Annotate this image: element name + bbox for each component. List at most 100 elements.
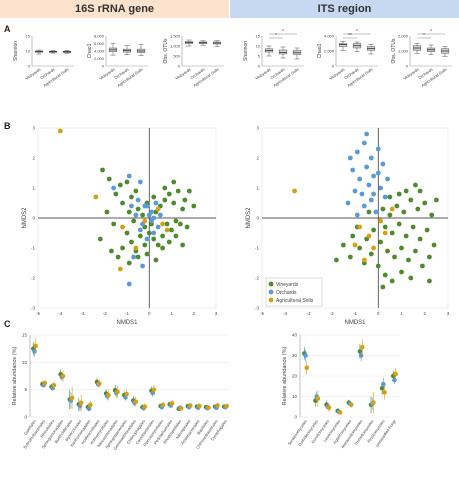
x-tick-label: 1 bbox=[400, 311, 403, 316]
data-point bbox=[415, 206, 421, 212]
data-point bbox=[146, 230, 152, 236]
y-tick-label: 0 bbox=[406, 64, 409, 69]
x-tick-label: 0 bbox=[148, 311, 151, 316]
x-tick-label: Vineyards bbox=[402, 67, 419, 81]
data-point bbox=[399, 245, 404, 251]
x-tick-label: 1 bbox=[170, 311, 173, 316]
y-tick-label: -3 bbox=[255, 306, 259, 311]
data-point bbox=[42, 380, 48, 386]
data-point bbox=[140, 212, 145, 218]
data-point bbox=[93, 194, 99, 200]
x-tick-label: Vineyards bbox=[328, 67, 345, 81]
data-point bbox=[392, 377, 397, 383]
y-axis-label: Relative abundance (%) bbox=[282, 346, 288, 405]
data-point bbox=[162, 185, 168, 191]
data-point bbox=[347, 155, 353, 161]
data-point bbox=[361, 140, 367, 146]
data-point bbox=[164, 227, 170, 233]
data-point bbox=[160, 233, 166, 239]
data-point bbox=[375, 263, 381, 269]
data-point bbox=[380, 284, 386, 290]
x-tick-label: -5 bbox=[260, 311, 264, 316]
data-point bbox=[155, 206, 161, 212]
y-tick-label: 2 bbox=[256, 156, 259, 161]
data-point bbox=[69, 395, 75, 401]
data-point bbox=[137, 179, 143, 185]
y-tick-label: 2,000 bbox=[94, 56, 105, 61]
x-tick-label: 3 bbox=[447, 311, 450, 316]
data-point bbox=[337, 410, 343, 415]
data-point bbox=[115, 254, 121, 260]
data-point bbox=[385, 248, 390, 254]
data-point bbox=[169, 227, 174, 233]
data-point bbox=[160, 245, 166, 251]
x-tick-label: 2 bbox=[192, 311, 195, 316]
y-axis-label: Chao1 bbox=[317, 43, 323, 58]
data-point bbox=[366, 182, 372, 188]
data-point bbox=[169, 401, 175, 406]
data-point bbox=[303, 353, 308, 358]
data-point bbox=[408, 197, 414, 203]
x-tick-label: 0 bbox=[377, 311, 380, 316]
header-16s: 16S rRNA gene bbox=[0, 0, 229, 18]
data-point bbox=[410, 224, 416, 230]
data-point bbox=[151, 230, 157, 236]
data-point bbox=[140, 263, 145, 269]
data-point bbox=[160, 402, 166, 408]
x-tick-label: Vineyards bbox=[24, 67, 41, 81]
data-point bbox=[366, 209, 372, 215]
y-tick-label: 5 bbox=[24, 387, 27, 392]
y-tick-label: 1 bbox=[32, 186, 35, 191]
data-point bbox=[387, 212, 393, 218]
data-point bbox=[357, 224, 363, 230]
data-point bbox=[151, 236, 157, 242]
data-point bbox=[175, 188, 181, 194]
panel-letter-a: A bbox=[4, 24, 11, 34]
data-point bbox=[178, 405, 184, 411]
data-point bbox=[424, 227, 430, 233]
data-point bbox=[389, 230, 395, 236]
y-tick-label: -1 bbox=[255, 246, 259, 251]
data-point bbox=[364, 164, 370, 170]
legend-label: Vineyards bbox=[276, 282, 299, 288]
data-point bbox=[97, 236, 103, 242]
data-point bbox=[340, 242, 346, 248]
x-tick-label: -2 bbox=[103, 311, 107, 316]
y-tick-label: 4,000 bbox=[94, 49, 105, 54]
data-point bbox=[111, 185, 117, 191]
data-point bbox=[155, 242, 161, 248]
data-point bbox=[109, 248, 114, 254]
y-axis-label: Shannon bbox=[243, 41, 249, 61]
data-point bbox=[106, 176, 112, 182]
y-tick-label: 6,000 bbox=[94, 41, 105, 46]
y-tick-label: 5 bbox=[258, 54, 261, 59]
box-iqr bbox=[292, 50, 302, 55]
data-point bbox=[160, 221, 166, 227]
data-point bbox=[431, 242, 437, 248]
y-tick-label: 1,000 bbox=[398, 49, 409, 54]
data-point bbox=[215, 403, 220, 408]
x-tick-label: 2 bbox=[423, 311, 426, 316]
data-point bbox=[135, 197, 141, 203]
data-point bbox=[129, 239, 134, 245]
y-tick-label: 1 bbox=[256, 186, 259, 191]
data-point bbox=[371, 245, 376, 251]
y-axis-label: NMDS2 bbox=[22, 207, 28, 229]
data-point bbox=[382, 230, 388, 236]
data-point bbox=[326, 405, 332, 411]
data-point bbox=[358, 353, 364, 358]
data-point bbox=[366, 233, 372, 239]
data-point bbox=[133, 245, 139, 251]
data-point bbox=[382, 224, 388, 230]
data-point bbox=[144, 251, 150, 257]
y-tick-label: 20 bbox=[292, 374, 298, 379]
y-tick-label: 10 bbox=[256, 44, 261, 49]
data-point bbox=[413, 248, 418, 254]
x-axis-label: NMDS1 bbox=[116, 320, 138, 326]
y-tick-label: 10 bbox=[26, 49, 31, 54]
data-point bbox=[135, 254, 141, 260]
y-tick-label: 500 bbox=[173, 54, 180, 59]
data-point bbox=[137, 233, 143, 239]
data-point bbox=[292, 188, 297, 194]
